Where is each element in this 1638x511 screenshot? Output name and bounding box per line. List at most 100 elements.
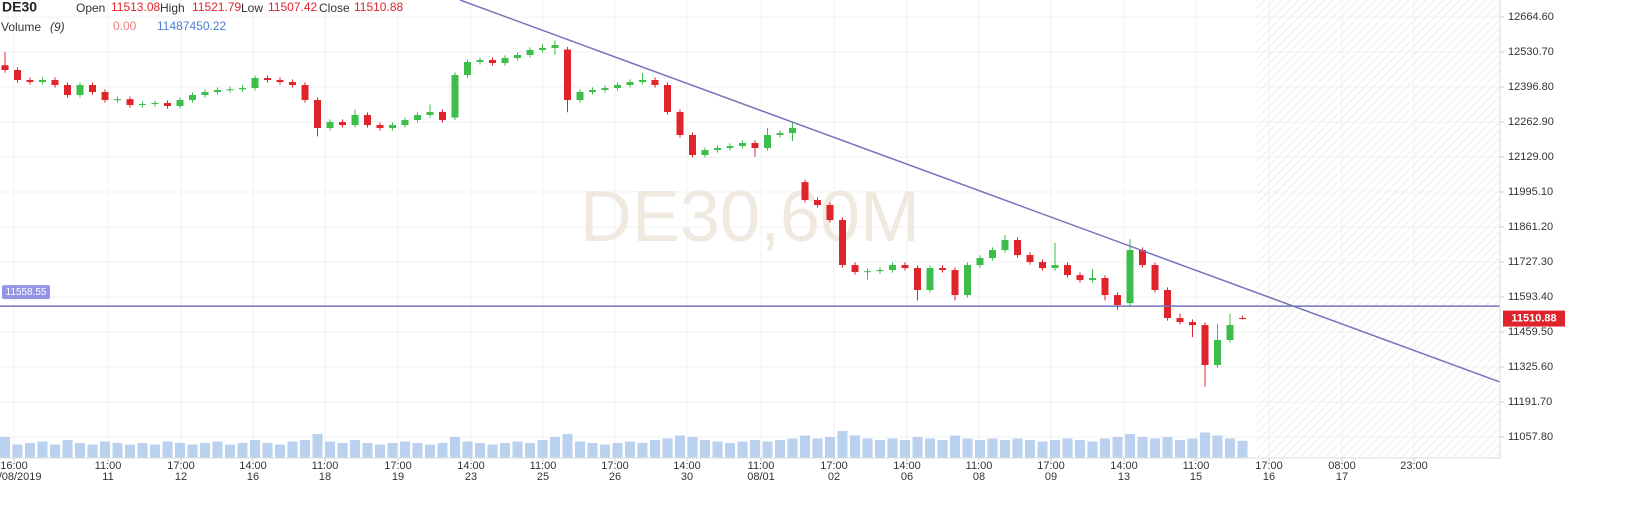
volume-bar: [662, 438, 673, 458]
candle-body: [189, 95, 196, 101]
volume-bar: [362, 443, 373, 458]
volume-bar: [975, 440, 985, 458]
x-tick-label: 23:00: [1400, 460, 1428, 472]
volume-value: 11487450.22: [157, 19, 227, 33]
candle-body: [1101, 278, 1109, 296]
candle-body: [964, 265, 971, 296]
candle-body: [1189, 322, 1196, 326]
x-date-label: 15: [1190, 471, 1202, 483]
volume-period: (9): [50, 20, 65, 34]
candle-body: [726, 146, 734, 149]
high-label: High: [160, 1, 185, 15]
volume-bar: [962, 438, 973, 458]
x-tick-label: 17:00: [1255, 460, 1283, 472]
volume-bar: [437, 443, 448, 458]
volume-bar: [637, 443, 648, 458]
candle-body: [689, 135, 696, 156]
x-tick-label: 17:00: [384, 460, 412, 472]
volume-bar: [200, 443, 210, 458]
candle-body: [76, 85, 84, 96]
volume-bar: [62, 440, 73, 458]
candle-body: [464, 62, 471, 76]
candle-body: [976, 258, 984, 266]
candle-body: [1239, 317, 1246, 319]
x-tick-label: 14:00: [239, 460, 267, 472]
x-date-label: 18: [319, 471, 331, 483]
y-tick-label: 12396.80: [1508, 81, 1554, 93]
volume-bar: [925, 438, 935, 458]
x-tick-label: 14:00: [673, 460, 701, 472]
volume-bar: [887, 438, 898, 458]
candle-body: [639, 80, 646, 83]
candle-body: [876, 270, 884, 272]
candle-body: [826, 205, 834, 221]
volume-bar: [112, 443, 123, 458]
volume-bar: [375, 444, 385, 458]
volume-bar: [1150, 438, 1160, 458]
y-tick-label: 11861.20: [1508, 221, 1553, 233]
volume-bar: [1175, 440, 1185, 458]
volume-bar: [912, 437, 923, 458]
x-date-label: 11: [102, 471, 113, 483]
x-tick-label: 11:00: [748, 460, 775, 472]
y-tick-label: 11325.60: [1508, 361, 1553, 373]
y-tick-label: 12262.90: [1508, 116, 1554, 128]
candle-body: [1051, 265, 1059, 269]
candle-body: [26, 80, 34, 83]
volume-bar: [125, 444, 135, 458]
candle-body: [139, 104, 146, 106]
candle-body: [576, 92, 584, 101]
candle-body: [439, 112, 446, 121]
x-date-label: 16: [247, 471, 259, 483]
candle-body: [776, 133, 784, 136]
candle-body: [151, 103, 159, 105]
x-tick-label: 11:00: [530, 460, 557, 472]
volume-bar: [312, 434, 323, 458]
level-label: 11558.55: [6, 287, 47, 298]
candle-body: [489, 60, 496, 63]
x-date-label: 25: [537, 471, 549, 483]
volume-bar: [725, 443, 735, 458]
close-label: Close: [319, 1, 350, 15]
candle-body: [814, 200, 821, 206]
candle-body: [1214, 340, 1221, 366]
candle-body: [451, 75, 459, 118]
candle-body: [301, 85, 309, 101]
candle-body: [64, 85, 71, 96]
volume-bar: [450, 437, 460, 458]
volume-bar: [762, 441, 773, 458]
volume-bar: [812, 438, 823, 458]
volume-bar: [137, 443, 148, 458]
volume-bar: [75, 443, 85, 458]
volume-bar: [425, 444, 435, 458]
open-value: 11513.08: [111, 0, 160, 14]
candle-body: [926, 268, 934, 291]
candle-body: [601, 88, 609, 91]
volume-bar: [1225, 438, 1235, 458]
candle-body: [901, 265, 909, 269]
x-date-label: 02: [828, 471, 840, 483]
volume-bar: [775, 440, 785, 458]
volume-bar: [25, 443, 35, 458]
volume-bar: [850, 435, 860, 458]
x-tick-label: 17:00: [601, 460, 629, 472]
candle-body: [89, 85, 96, 93]
x-tick-label: 16:00: [0, 460, 28, 472]
candle-body: [314, 100, 321, 129]
volume-bar: [1062, 438, 1073, 458]
candle-body: [1151, 265, 1159, 291]
candle-body: [989, 250, 996, 259]
candle-body: [651, 80, 659, 86]
volume-bar: [237, 443, 248, 458]
x-date-label: 16: [1263, 471, 1275, 483]
volume-bar: [275, 444, 285, 458]
candle-body: [1, 65, 9, 71]
candle-body: [414, 115, 421, 121]
x-date-label: 09: [1045, 471, 1057, 483]
volume-bar: [1237, 440, 1248, 458]
volume-bar: [1212, 435, 1223, 458]
volume-bar: [525, 443, 535, 458]
candle-body: [1064, 265, 1071, 276]
candle-body: [539, 47, 546, 51]
volume-bar: [800, 435, 810, 458]
